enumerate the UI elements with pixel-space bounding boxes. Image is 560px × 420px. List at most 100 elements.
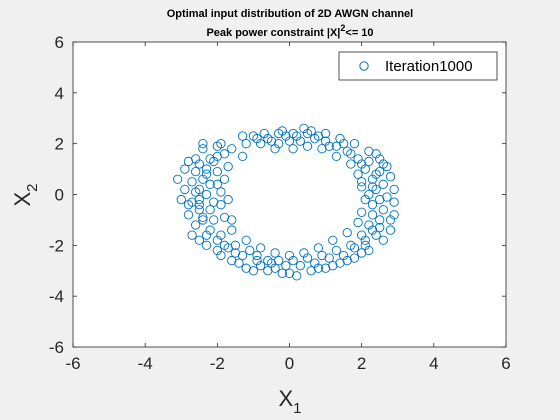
data-point — [274, 139, 284, 149]
data-point — [252, 255, 262, 266]
data-point — [349, 139, 360, 149]
plot-box — [72, 41, 507, 348]
data-point — [198, 174, 208, 184]
chart-title-line1: Optimal input distribution of 2D AWGN ch… — [167, 8, 413, 20]
data-point — [191, 166, 201, 177]
data-point — [346, 149, 356, 159]
data-point — [266, 136, 277, 146]
chart-title-line2-superscript: 2 — [340, 23, 345, 33]
data-point — [342, 227, 352, 238]
data-point — [194, 205, 204, 215]
data-point — [263, 266, 273, 276]
data-point — [295, 136, 305, 146]
data-point — [357, 182, 367, 192]
data-point — [346, 159, 356, 169]
data-point — [360, 164, 370, 174]
y-tick-label: -6 — [49, 338, 64, 357]
data-point — [216, 139, 226, 149]
data-point — [378, 235, 388, 245]
data-point — [223, 194, 233, 205]
data-point — [205, 179, 215, 189]
data-point — [292, 271, 302, 281]
data-point — [219, 212, 230, 223]
data-point — [346, 240, 356, 250]
data-point — [306, 266, 316, 276]
data-point — [176, 194, 186, 205]
y-tick-label: -2 — [49, 236, 64, 255]
data-point — [284, 268, 295, 278]
data-point — [209, 197, 219, 207]
data-point — [255, 139, 266, 149]
data-point — [237, 131, 248, 141]
data-point — [219, 149, 230, 159]
legend: Iteration1000 — [338, 51, 498, 81]
x-axis-label: X1 — [278, 386, 301, 417]
data-point — [209, 215, 219, 225]
data-point — [371, 230, 381, 240]
data-point — [288, 255, 298, 266]
data-point — [241, 263, 251, 273]
x-tick-label: -4 — [138, 354, 153, 373]
data-point — [331, 141, 342, 151]
scatter-points — [172, 123, 399, 281]
data-point — [364, 220, 374, 230]
data-point — [324, 253, 334, 263]
data-point — [328, 261, 338, 271]
data-point — [183, 210, 194, 220]
data-point — [310, 133, 320, 144]
data-point — [357, 248, 367, 258]
chart-title-line2: Peak power constraint |X|2<= 10 — [206, 23, 373, 39]
x-tick-label: 4 — [429, 354, 438, 373]
data-point — [212, 179, 222, 189]
data-point — [360, 194, 370, 205]
data-point — [198, 212, 208, 223]
data-point — [299, 123, 309, 134]
data-point — [194, 159, 204, 169]
data-point — [338, 139, 349, 149]
data-point — [281, 261, 291, 271]
data-point — [335, 258, 345, 268]
data-point — [270, 263, 280, 273]
data-point — [194, 235, 204, 245]
data-point — [227, 144, 237, 154]
data-point — [375, 215, 385, 225]
data-point — [194, 194, 204, 205]
data-point — [216, 230, 226, 240]
data-point — [277, 268, 287, 278]
data-point — [324, 141, 334, 151]
data-point — [375, 222, 385, 233]
data-point — [248, 266, 259, 276]
data-point — [201, 169, 212, 179]
data-point — [360, 240, 370, 250]
data-point — [284, 250, 295, 261]
data-point — [252, 250, 262, 261]
data-point — [230, 240, 241, 250]
data-point — [277, 126, 287, 136]
data-point — [187, 177, 197, 187]
data-point — [367, 200, 378, 210]
data-point — [375, 194, 385, 205]
data-point — [245, 245, 255, 256]
data-point — [335, 133, 345, 144]
data-point — [371, 149, 381, 159]
data-point — [201, 240, 212, 250]
data-point — [367, 210, 378, 220]
legend-marker — [359, 61, 369, 71]
data-point — [201, 230, 212, 240]
legend-box — [338, 51, 498, 81]
data-point — [241, 139, 251, 149]
data-point — [375, 166, 385, 177]
data-point — [252, 133, 262, 144]
data-point — [357, 207, 367, 217]
y-axis-label: X2 — [10, 183, 41, 206]
plot-area — [73, 42, 506, 347]
data-point — [353, 154, 363, 164]
data-point — [364, 156, 374, 167]
data-point — [310, 258, 320, 268]
data-point — [270, 144, 280, 154]
data-point — [317, 250, 327, 261]
data-point — [212, 166, 222, 177]
x-tick-label: 0 — [285, 354, 294, 373]
data-point — [237, 250, 248, 261]
data-point — [198, 215, 208, 225]
